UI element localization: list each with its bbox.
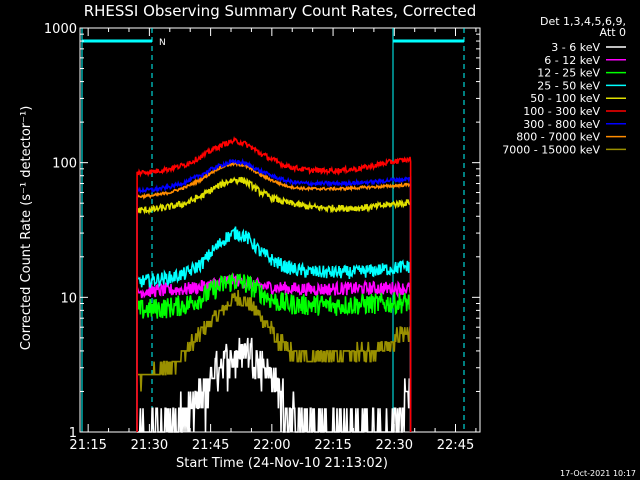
y-axis-label: Corrected Count Rate (s⁻¹ detector⁻¹) bbox=[19, 106, 34, 351]
x-axis-label: Start Time (24-Nov-10 21:13:02) bbox=[176, 456, 388, 471]
x-tick-label: 22:00 bbox=[253, 438, 290, 453]
x-tick-label: 21:15 bbox=[69, 438, 106, 453]
footer-date: 17-Oct-2021 10:17 bbox=[560, 469, 636, 478]
legend-label: 25 - 50 keV bbox=[537, 79, 600, 92]
plot-border bbox=[79, 27, 481, 433]
series-lines bbox=[136, 136, 412, 433]
series-line-4 bbox=[136, 176, 412, 432]
y-tick-label: 10 bbox=[60, 291, 77, 306]
x-tick-label: 21:45 bbox=[192, 438, 229, 453]
series-line-3 bbox=[136, 226, 412, 432]
series-line-2 bbox=[136, 272, 412, 432]
legend-label: 3 - 6 keV bbox=[551, 41, 600, 54]
legend-header-line: Det 1,3,4,5,6,9, bbox=[540, 15, 626, 28]
y-tick-label: 1000 bbox=[44, 22, 77, 37]
night-marker-label: N bbox=[159, 38, 166, 48]
legend-label: 800 - 7000 keV bbox=[516, 131, 600, 144]
legend-label: 7000 - 15000 keV bbox=[502, 143, 600, 156]
axes: 1 10 100 1000 21:15 21:30 21:45 22:00 22:15 22:30… bbox=[44, 22, 480, 453]
x-tick-label: 21:30 bbox=[131, 438, 168, 453]
chart-title: RHESSI Observing Summary Count Rates, Co… bbox=[84, 2, 477, 20]
x-tick-label: 22:30 bbox=[376, 438, 413, 453]
series-line-7 bbox=[136, 160, 412, 432]
series-line-5 bbox=[136, 136, 412, 432]
legend-label: 12 - 25 keV bbox=[537, 67, 600, 80]
x-tick-label: 22:15 bbox=[314, 438, 351, 453]
x-tick-label: 22:45 bbox=[437, 438, 474, 453]
y-tick-label: 1 bbox=[69, 426, 77, 441]
series-line-1 bbox=[136, 273, 412, 432]
legend-label: 100 - 300 keV bbox=[523, 105, 600, 118]
legend-label: 300 - 800 keV bbox=[523, 118, 600, 131]
legend-header-line: Att 0 bbox=[600, 26, 626, 39]
series-line-0 bbox=[137, 337, 412, 433]
plot-frame bbox=[79, 27, 481, 433]
legend-label: 6 - 12 keV bbox=[544, 54, 600, 67]
series-line-8 bbox=[136, 289, 412, 432]
y-tick-label: 100 bbox=[52, 157, 77, 172]
legend-label: 50 - 100 keV bbox=[530, 92, 600, 105]
series-line-6 bbox=[136, 157, 412, 432]
time-markers: N bbox=[81, 28, 465, 432]
